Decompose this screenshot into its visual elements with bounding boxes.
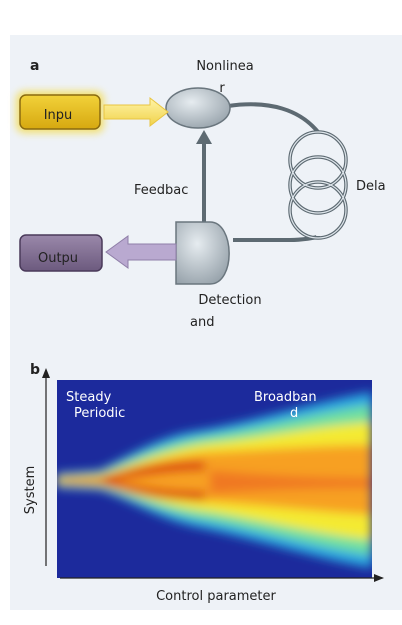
detection-node bbox=[176, 222, 229, 284]
nonlinear-label: r bbox=[219, 81, 225, 96]
input-label: Inpu bbox=[44, 108, 73, 123]
annotation: Broadban bbox=[254, 390, 317, 405]
y-axis-label: System bbox=[23, 466, 38, 514]
panel-label: a bbox=[30, 58, 39, 74]
detection-label: and bbox=[190, 315, 214, 330]
x-axis-label: Control parameter bbox=[156, 589, 276, 604]
annotation: Periodic bbox=[74, 406, 125, 421]
nonlinear-label: Nonlinea bbox=[196, 59, 253, 74]
annotation: d bbox=[290, 406, 298, 421]
delay-label: Dela bbox=[356, 179, 386, 194]
output-label: Outpu bbox=[38, 251, 78, 266]
feedback-label: Feedbac bbox=[134, 183, 188, 198]
figure: a Dela Nonlinea r Inpu Feedbac Detection… bbox=[0, 0, 402, 625]
detection-label: Detection bbox=[198, 293, 261, 308]
page: {"panel_a": {"label": "a", "nodes": [ {"… bbox=[0, 0, 402, 625]
annotation: Steady bbox=[66, 390, 112, 405]
panel-label: b bbox=[30, 362, 40, 378]
